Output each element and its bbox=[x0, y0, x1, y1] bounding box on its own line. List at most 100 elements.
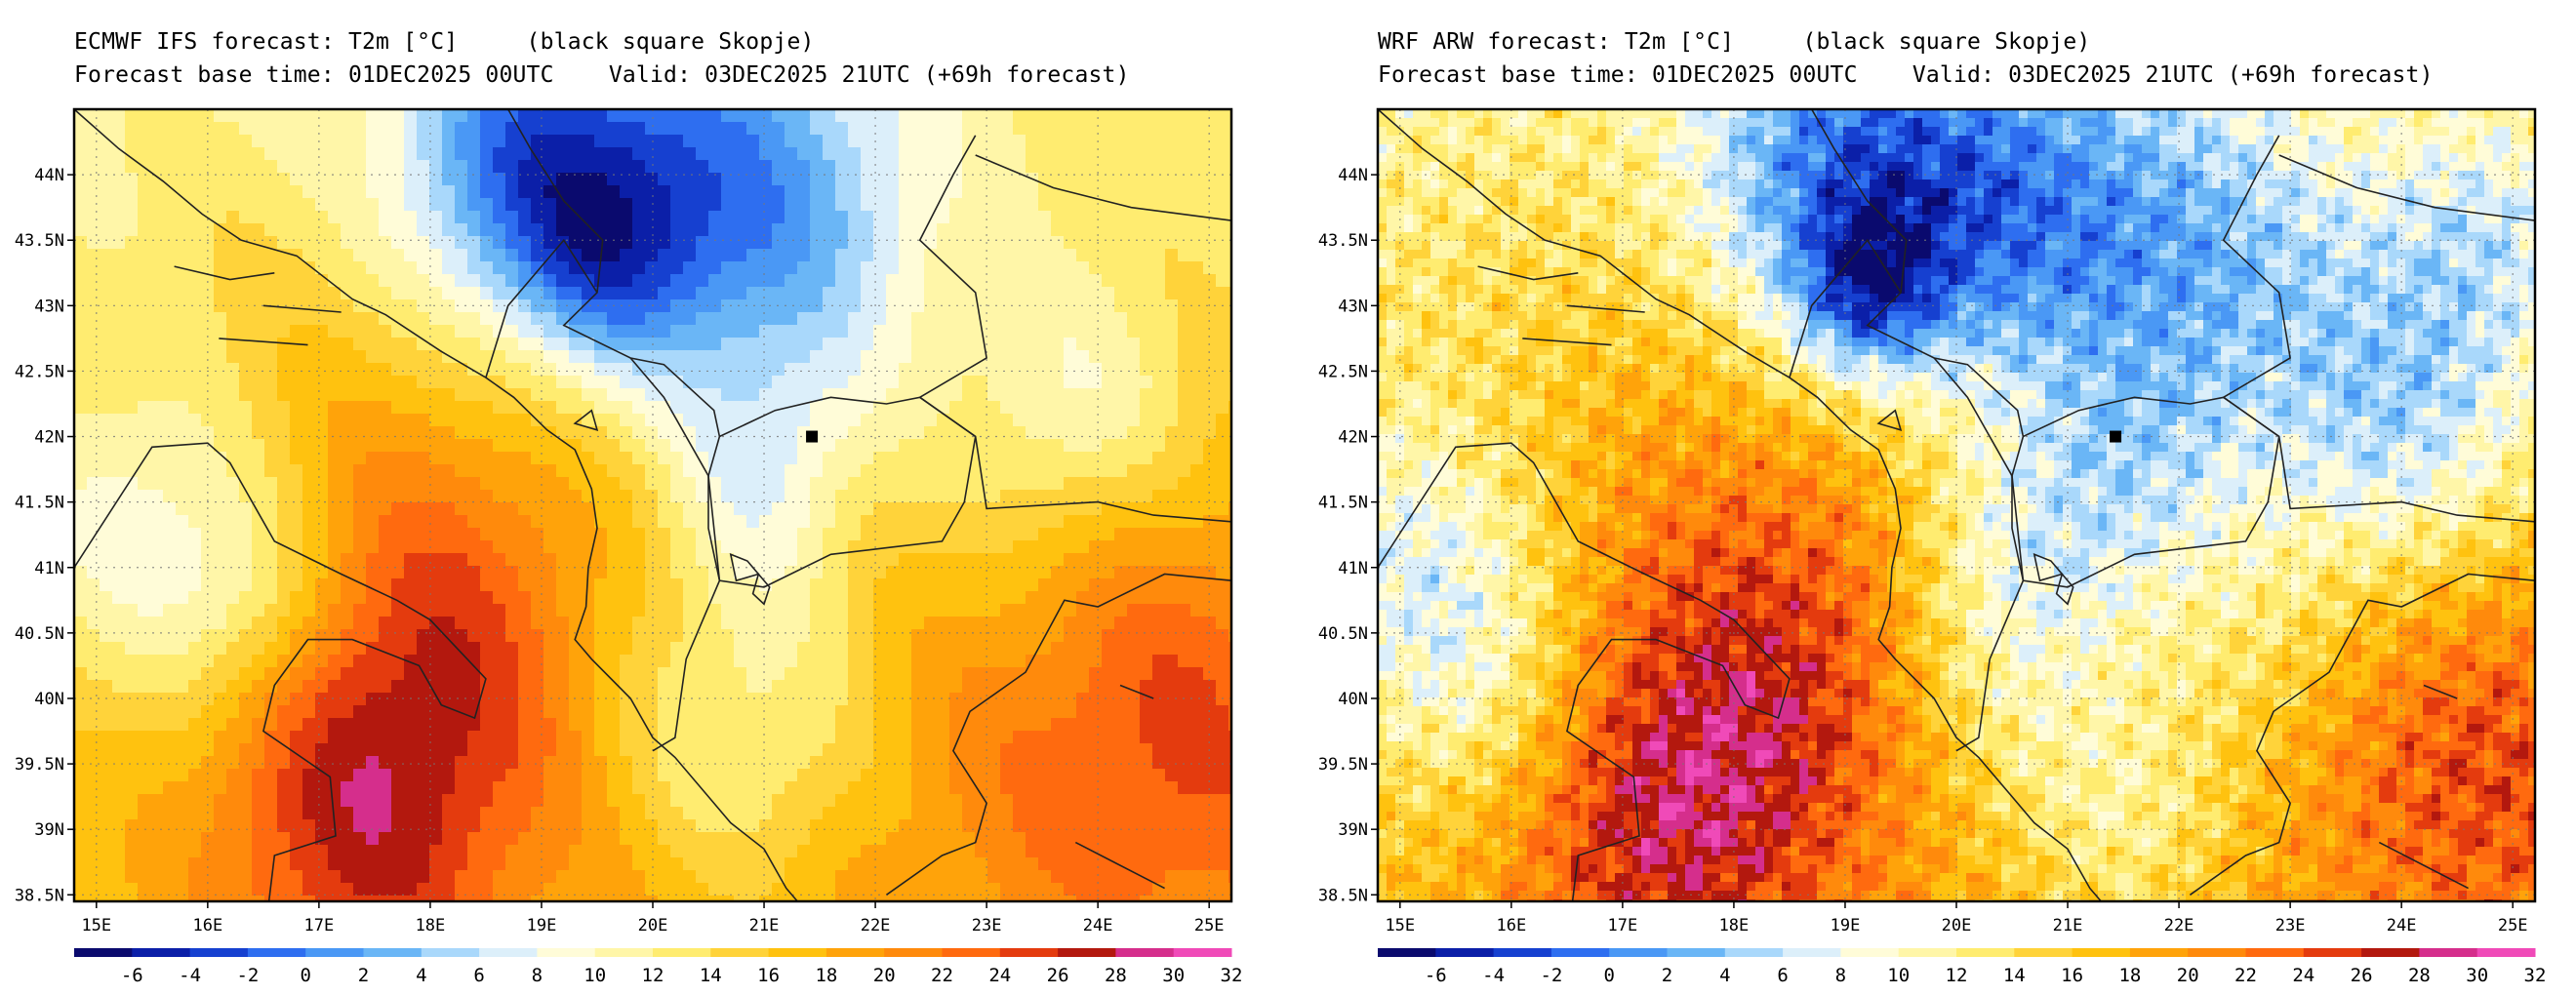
lon-tick-label: 23E bbox=[972, 916, 1002, 935]
colorbar-swatch bbox=[305, 948, 364, 957]
temperature-field bbox=[74, 109, 1231, 901]
colorbar-swatch bbox=[594, 948, 654, 957]
lat-tick-label: 40N bbox=[34, 690, 64, 709]
colorbar-label: 14 bbox=[700, 965, 722, 986]
colorbar-label: 24 bbox=[2292, 965, 2314, 986]
colorbar-swatch bbox=[768, 948, 827, 957]
colorbar-label: 22 bbox=[2234, 965, 2257, 986]
colorbar-swatch bbox=[537, 948, 596, 957]
grid-lines bbox=[1378, 109, 2535, 901]
colorbar-swatch bbox=[942, 948, 1001, 957]
lat-tick-label: 41.5N bbox=[15, 494, 64, 513]
colorbar-label: 2 bbox=[358, 965, 369, 986]
colorbar-swatch bbox=[247, 948, 306, 957]
grid-lines bbox=[74, 109, 1231, 901]
lat-tick-label: 42N bbox=[34, 428, 64, 448]
colorbar-swatch bbox=[2419, 948, 2478, 957]
lon-tick-label: 15E bbox=[1385, 916, 1415, 935]
lat-tick-label: 39N bbox=[34, 820, 64, 840]
colorbar-label: 4 bbox=[1719, 965, 1730, 986]
lon-tick-label: 15E bbox=[81, 916, 111, 935]
lon-tick-label: 16E bbox=[1496, 916, 1526, 935]
colorbar-label: 12 bbox=[642, 965, 664, 986]
colorbar-swatch bbox=[363, 948, 423, 957]
colorbar-swatch bbox=[2014, 948, 2073, 957]
title-line-1: WRF ARW forecast: T2m [°C] (black square… bbox=[1378, 29, 2091, 55]
colorbar-label: 32 bbox=[1221, 965, 1243, 986]
colorbar-swatch bbox=[1435, 948, 1495, 957]
colorbar-swatch bbox=[1550, 948, 1610, 957]
lat-tick-label: 40.5N bbox=[1318, 624, 1368, 644]
colorbar-swatch bbox=[1667, 948, 1726, 957]
lat-tick-label: 39N bbox=[1338, 820, 1368, 840]
colorbar-swatch bbox=[132, 948, 191, 957]
lat-tick-label: 41N bbox=[34, 559, 64, 578]
skopje-marker bbox=[2110, 430, 2122, 443]
lon-tick-label: 16E bbox=[192, 916, 222, 935]
lat-tick-label: 43N bbox=[1338, 297, 1368, 316]
lat-tick-label: 40N bbox=[1338, 690, 1368, 709]
colorbar-swatch bbox=[1058, 948, 1116, 957]
colorbar-swatch bbox=[74, 948, 133, 957]
title-line-1: ECMWF IFS forecast: T2m [°C] (black squa… bbox=[74, 29, 815, 55]
title-line-2: Forecast base time: 01DEC2025 00UTC Vali… bbox=[74, 62, 1130, 88]
lat-tick-label: 43N bbox=[34, 297, 64, 316]
colorbar-label: 0 bbox=[300, 965, 310, 986]
coastlines-borders bbox=[74, 109, 1231, 901]
temperature-map: 15E 16E 17E 18E 19E 20E 21E 22E 23E 24E 25E 38.5N 39… bbox=[1318, 107, 2537, 935]
colorbar-swatch bbox=[1898, 948, 1957, 957]
colorbar-swatch bbox=[1493, 948, 1552, 957]
colorbar-label: 26 bbox=[2351, 965, 2373, 986]
colorbar-swatch bbox=[421, 948, 480, 957]
colorbar-label: -6 bbox=[121, 965, 143, 986]
colorbar-swatch bbox=[653, 948, 711, 957]
lat-tick-label: 42N bbox=[1338, 428, 1368, 448]
colorbar: -6 -4 -2 0 2 4 6 8 10 12 14 16 18 20 22 24 26 28 30 32 bbox=[1378, 948, 2546, 986]
colorbar-swatch bbox=[2188, 948, 2246, 957]
lat-tick-label: 42.5N bbox=[1318, 362, 1368, 381]
lat-tick-label: 41.5N bbox=[1318, 494, 1368, 513]
lon-tick-label: 21E bbox=[2053, 916, 2083, 935]
colorbar-label: 0 bbox=[1603, 965, 1614, 986]
colorbar-swatch bbox=[884, 948, 943, 957]
colorbar-label: 4 bbox=[416, 965, 426, 986]
colorbar-label: 10 bbox=[584, 965, 606, 986]
colorbar-label: 28 bbox=[1105, 965, 1127, 986]
colorbar-swatch bbox=[2245, 948, 2305, 957]
lat-tick-label: 43.5N bbox=[15, 231, 64, 251]
colorbar-label: 20 bbox=[873, 965, 896, 986]
colorbar-swatch bbox=[189, 948, 249, 957]
lon-tick-label: 23E bbox=[2275, 916, 2306, 935]
colorbar-label: 26 bbox=[1047, 965, 1069, 986]
colorbar-label: 16 bbox=[2061, 965, 2083, 986]
lon-tick-label: 24E bbox=[2387, 916, 2417, 935]
lon-tick-label: 19E bbox=[527, 916, 557, 935]
lon-tick-label: 17E bbox=[304, 916, 335, 935]
temperature-map: 15E 16E 17E 18E 19E 20E 21E 22E 23E 24E 25E 38.5N 39… bbox=[15, 107, 1233, 935]
colorbar-swatch bbox=[825, 948, 885, 957]
colorbar-label: 10 bbox=[1887, 965, 1910, 986]
panel-wrf: WRF ARW forecast: T2m [°C] (black square… bbox=[1304, 0, 2572, 995]
lat-tick-label: 43.5N bbox=[1318, 231, 1368, 251]
colorbar-swatch bbox=[2361, 948, 2420, 957]
lat-tick-label: 39.5N bbox=[1318, 755, 1368, 775]
lon-tick-label: 20E bbox=[638, 916, 668, 935]
colorbar-label: 32 bbox=[2524, 965, 2547, 986]
colorbar-label: 12 bbox=[1946, 965, 1968, 986]
lon-tick-label: 18E bbox=[1719, 916, 1750, 935]
colorbar-label: -4 bbox=[1482, 965, 1505, 986]
lon-tick-label: 22E bbox=[2164, 916, 2194, 935]
lon-tick-label: 21E bbox=[749, 916, 780, 935]
colorbar-label: 2 bbox=[1662, 965, 1672, 986]
temperature-field bbox=[1378, 109, 2535, 901]
panel-ecmwf: ECMWF IFS forecast: T2m [°C] (black squa… bbox=[0, 0, 1268, 995]
colorbar-label: -4 bbox=[179, 965, 201, 986]
colorbar-label: -6 bbox=[1425, 965, 1447, 986]
colorbar-label: 18 bbox=[2118, 965, 2141, 986]
colorbar-label: 6 bbox=[473, 965, 484, 986]
colorbar-label: 24 bbox=[988, 965, 1011, 986]
colorbar-label: 16 bbox=[757, 965, 780, 986]
lon-tick-label: 25E bbox=[1194, 916, 1225, 935]
colorbar-label: 30 bbox=[2466, 965, 2488, 986]
colorbar-swatch bbox=[2072, 948, 2131, 957]
